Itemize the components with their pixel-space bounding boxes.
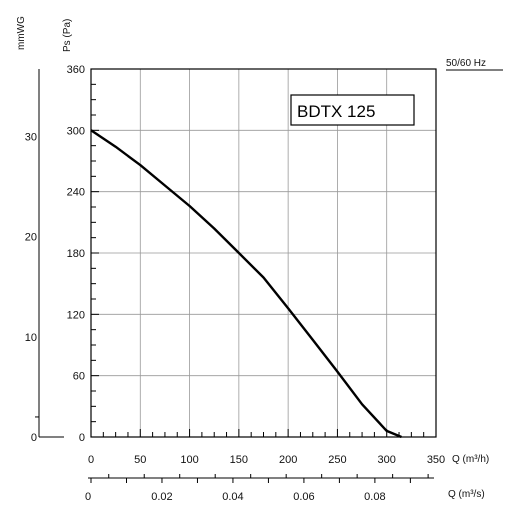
tick-labels: 0 60 120 180 240 300 360 0 50 100 150 200 250 300 350	[67, 64, 446, 466]
mmwg-tick-label: 10	[25, 332, 37, 344]
model-label-box	[290, 94, 415, 126]
m3s-tick-label: 0.08	[364, 491, 385, 503]
y-tick-label: 120	[67, 309, 85, 321]
y-tick-label: 240	[67, 187, 85, 199]
mmwg-tick-label: 30	[25, 131, 37, 143]
x-tick-label: 0	[88, 454, 94, 466]
x-tick-label: 300	[378, 454, 396, 466]
model-label: BDTX 125	[297, 102, 375, 121]
xlabel-m3h: Q (m³/h)	[452, 454, 489, 465]
m3s-tick-label: 0.04	[222, 491, 243, 503]
y-tick-label: 180	[67, 248, 85, 260]
grid	[91, 69, 436, 437]
x-tick-label: 100	[180, 454, 198, 466]
m3s-tick-label: 0	[85, 491, 91, 503]
x-tick-label: 150	[230, 454, 248, 466]
m3s-axis: 0 0.02 0.04 0.06 0.08	[85, 474, 434, 503]
mmwg-axis: 0 10 20 30	[25, 69, 64, 444]
y-tick-label: 360	[67, 64, 85, 76]
xlabel-m3s: Q (m³/s)	[448, 489, 485, 500]
minor-ticks	[90, 68, 437, 438]
ylabel-mmwg: mmWG	[16, 16, 27, 50]
series-line	[90, 129, 402, 439]
m3s-tick-label: 0.06	[293, 491, 314, 503]
x-tick-label: 250	[328, 454, 346, 466]
y-tick-label: 60	[73, 371, 85, 383]
x-tick-label: 200	[279, 454, 297, 466]
m3s-tick-label: 0.02	[151, 491, 172, 503]
x-tick-label: 50	[134, 454, 146, 466]
mmwg-tick-label: 0	[31, 432, 37, 444]
y-tick-label: 0	[79, 432, 85, 444]
ylabel-ps: Ps (Pa)	[62, 19, 73, 52]
mmwg-tick-label: 20	[25, 232, 37, 244]
y-tick-label: 300	[67, 125, 85, 137]
x-tick-label: 350	[427, 454, 445, 466]
frequency-label: 50/60 Hz	[446, 58, 486, 69]
